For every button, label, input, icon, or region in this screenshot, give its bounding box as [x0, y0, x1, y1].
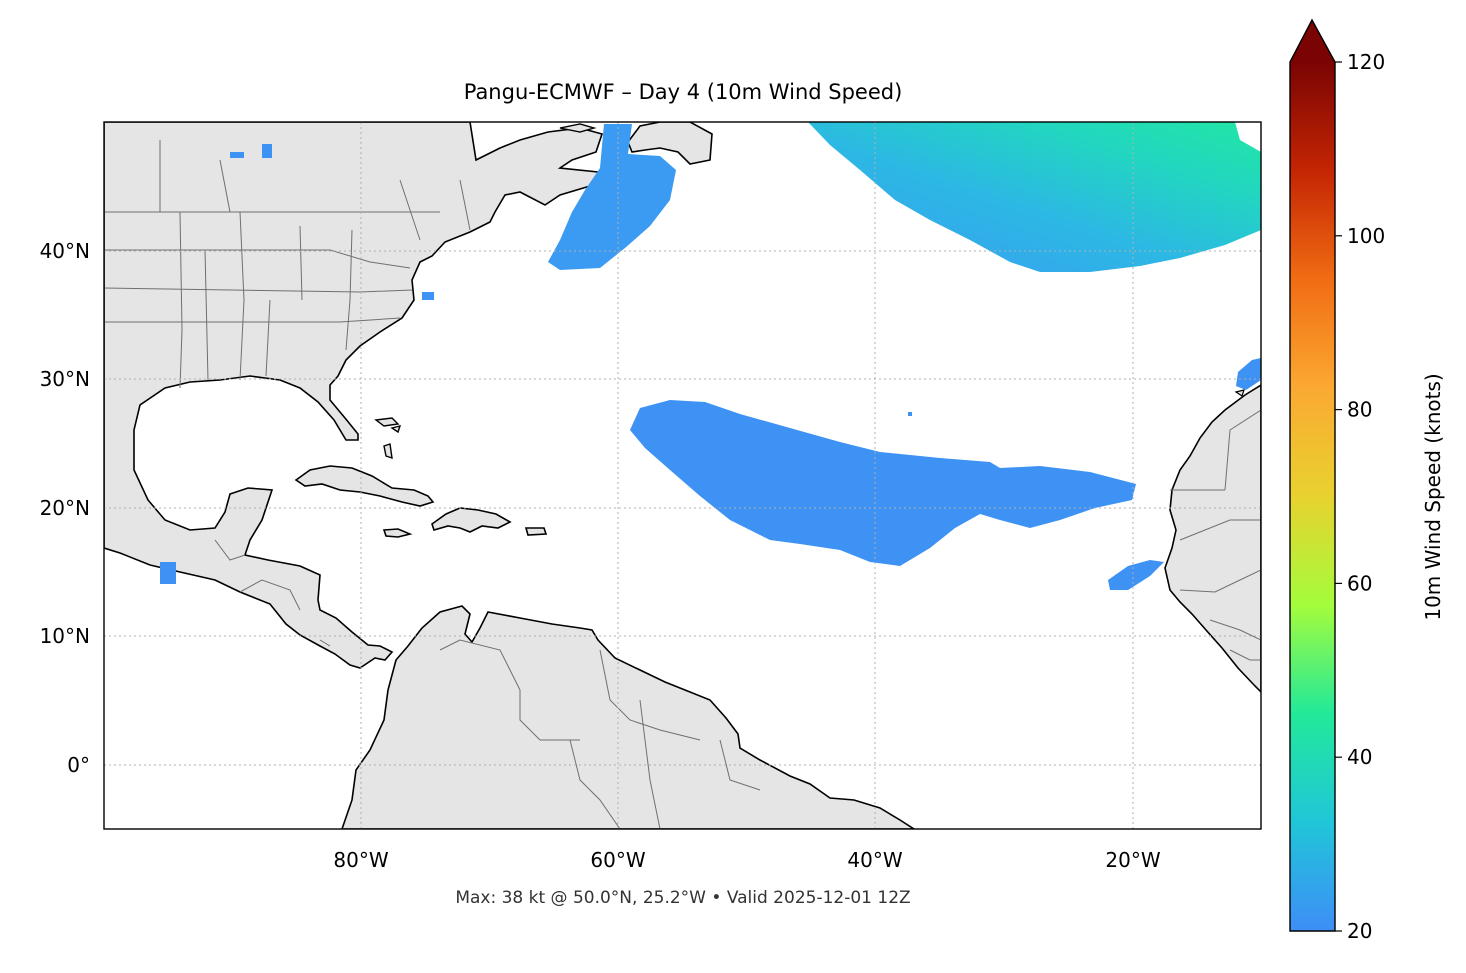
land-west-africa: [1164, 384, 1261, 694]
land-puerto-rico: [524, 527, 548, 536]
land-hispaniola: [431, 507, 512, 533]
colorbar-tick-label: 20: [1347, 919, 1372, 943]
colorbar-tick-label: 40: [1347, 745, 1372, 769]
wind-patch-gulf: [160, 562, 176, 584]
map-title: Pangu-ECMWF – Day 4 (10m Wind Speed): [464, 80, 903, 104]
wind-patch-point: [908, 412, 912, 416]
x-tick-label: 20°W: [1105, 848, 1160, 872]
x-tick-label: 80°W: [333, 848, 388, 872]
land-bahamas: [374, 417, 402, 460]
wind-patch-atlantic-coast: [422, 292, 434, 300]
colorbar-tick-label: 120: [1347, 50, 1385, 74]
wind-patch-lakes-2: [262, 144, 272, 158]
colorbar-tick-label: 80: [1347, 398, 1372, 422]
x-tick-label: 40°W: [847, 848, 902, 872]
wind-patch-cape-verde: [1108, 560, 1164, 590]
y-tick-label: 0°: [67, 753, 90, 777]
colorbar-extend-arrow: [1290, 20, 1335, 62]
land-north-america: [104, 122, 615, 669]
y-axis-labels: 0° 10°N 20°N 30°N 40°N: [40, 239, 90, 777]
x-axis-labels: 80°W 60°W 40°W 20°W: [333, 848, 1160, 872]
colorbar-tick-label: 60: [1347, 571, 1372, 595]
y-tick-label: 20°N: [40, 496, 90, 520]
max-wind-footer: Max: 38 kt @ 50.0°N, 25.2°W • Valid 2025…: [455, 888, 910, 908]
colorbar-label: 10m Wind Speed (knots): [1421, 373, 1445, 620]
map-frame: [103, 121, 1262, 830]
y-tick-label: 40°N: [40, 239, 90, 263]
land-jamaica: [382, 528, 413, 538]
colorbar-gradient: [1290, 62, 1335, 931]
wind-patch-lakes-1: [230, 152, 244, 158]
y-tick-label: 10°N: [40, 624, 90, 648]
colorbar-ticks: 20 40 60 80 100 120: [1335, 50, 1385, 943]
land-anticosti: [559, 123, 597, 133]
land-canary-islands: [1234, 389, 1245, 397]
wind-band-northeast: [808, 122, 1261, 272]
map-area: [104, 122, 1261, 829]
colorbar-outline: [1289, 18, 1336, 932]
colorbar-tick-label: 100: [1347, 224, 1385, 248]
colorbar: 20 40 60 80 100 120 10m Wind Speed (knots): [1289, 18, 1445, 943]
wind-speed-field: [160, 122, 1261, 590]
wind-patch-canaries: [1236, 358, 1261, 390]
land-cuba: [294, 465, 435, 507]
x-tick-label: 60°W: [590, 848, 645, 872]
wind-band-newfoundland: [548, 124, 676, 270]
wind-band-subtropical: [630, 400, 1136, 566]
y-tick-label: 30°N: [40, 367, 90, 391]
